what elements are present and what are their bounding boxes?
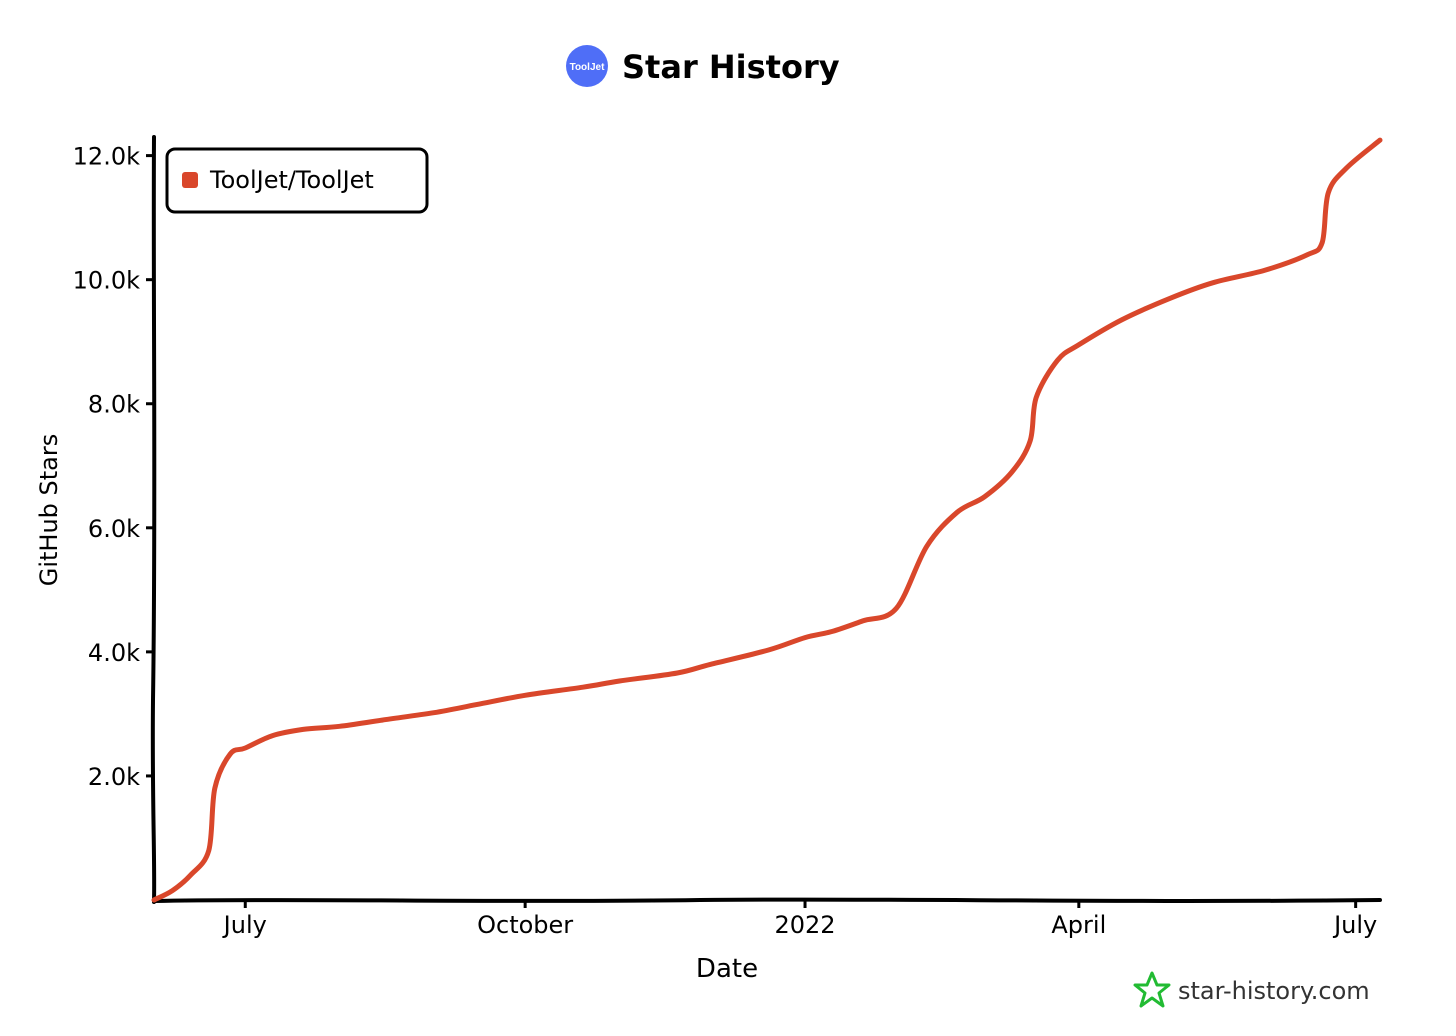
y-axis-ticks: 2.0k 4.0k 6.0k 8.0k 10.0k 12.0k — [73, 143, 154, 791]
y-tick-label: 12.0k — [73, 143, 140, 171]
watermark: star-history.com — [1133, 971, 1370, 1008]
x-tick-label: 2022 — [774, 911, 835, 939]
series-line-0 — [151, 137, 1383, 903]
y-tick-label: 8.0k — [88, 391, 140, 419]
watermark-text: star-history.com — [1178, 977, 1370, 1005]
star-history-logo-icon — [1133, 971, 1171, 1008]
series-group — [151, 137, 1383, 903]
axes — [150, 135, 1382, 904]
y-tick-label: 10.0k — [73, 267, 140, 295]
x-axis-ticks: July October 2022 April July — [222, 900, 1377, 939]
x-tick-label: July — [222, 911, 267, 939]
y-tick-label: 2.0k — [88, 763, 140, 791]
x-axis-label: Date — [696, 954, 758, 984]
chart-title: Star History — [622, 48, 840, 86]
tooljet-logo-text: ToolJet — [570, 62, 605, 73]
y-axis-line — [150, 135, 157, 904]
y-tick-label: 6.0k — [88, 515, 140, 543]
legend-series-label: ToolJet/ToolJet — [209, 166, 374, 194]
tooljet-logo-icon — [566, 45, 608, 87]
x-tick-label: April — [1051, 911, 1106, 939]
x-tick-label: July — [1332, 911, 1377, 939]
legend: ToolJet/ToolJet — [165, 147, 429, 214]
legend-swatch — [182, 172, 198, 188]
y-axis-label: GitHub Stars — [35, 434, 63, 587]
legend-box — [165, 147, 429, 214]
chart-title-group: ToolJet Star History — [566, 45, 840, 87]
x-axis-line — [152, 897, 1382, 903]
y-tick-label: 4.0k — [88, 639, 140, 667]
x-tick-label: October — [477, 911, 573, 939]
